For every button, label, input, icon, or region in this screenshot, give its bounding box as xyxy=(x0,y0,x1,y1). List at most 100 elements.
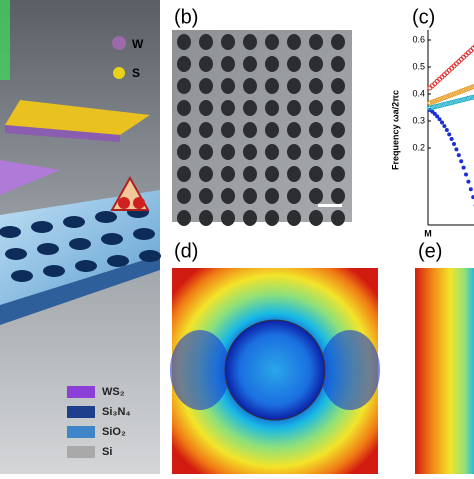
legend-label: SiO₂ xyxy=(102,426,126,438)
hole xyxy=(309,166,323,182)
hole xyxy=(0,226,21,238)
hole xyxy=(101,233,123,245)
y-tick-label: 0.6 xyxy=(412,34,425,44)
hole xyxy=(331,122,345,138)
hole xyxy=(177,188,191,204)
s-atom xyxy=(113,67,125,79)
band-dot xyxy=(457,153,461,157)
hole xyxy=(243,144,257,160)
legend-label: WS₂ xyxy=(102,386,125,398)
hole xyxy=(265,56,279,72)
panel-e: (e) xyxy=(415,240,474,474)
hole xyxy=(199,78,213,94)
hole xyxy=(309,122,323,138)
band-dot xyxy=(459,159,463,163)
hole xyxy=(331,210,345,226)
hole xyxy=(221,144,235,160)
hole xyxy=(199,166,213,182)
hole xyxy=(309,78,323,94)
band-dot xyxy=(462,166,466,170)
band-dot xyxy=(469,187,473,191)
hole xyxy=(265,34,279,50)
hole xyxy=(265,188,279,204)
hole xyxy=(221,56,235,72)
hole xyxy=(177,210,191,226)
band-dot xyxy=(438,117,442,121)
hole xyxy=(177,34,191,50)
hole xyxy=(199,188,213,204)
hole xyxy=(177,78,191,94)
hole xyxy=(177,56,191,72)
hole xyxy=(331,144,345,160)
band-dot xyxy=(445,128,449,132)
hole xyxy=(199,210,213,226)
hole xyxy=(37,243,59,255)
field-map xyxy=(415,268,474,474)
hole xyxy=(31,221,53,233)
hole xyxy=(199,144,213,160)
legend-swatch xyxy=(67,446,95,458)
hole xyxy=(309,56,323,72)
field-lobe xyxy=(320,330,380,410)
panel-label: (e) xyxy=(418,240,442,262)
hole xyxy=(221,188,235,204)
y-tick-label: 0.5 xyxy=(412,61,425,71)
hole xyxy=(331,100,345,116)
hole xyxy=(243,188,257,204)
y-axis-label: Frequency ωa/2πc xyxy=(390,90,400,170)
y-tick-label: 0.2 xyxy=(412,142,425,152)
hole xyxy=(265,210,279,226)
hole xyxy=(177,166,191,182)
x-tick-label: M xyxy=(424,228,432,238)
hole xyxy=(265,144,279,160)
hole xyxy=(309,100,323,116)
field-lobe xyxy=(170,330,230,410)
panel-label: (b) xyxy=(174,6,198,28)
hole xyxy=(199,100,213,116)
band-dot xyxy=(452,142,456,146)
plus-icon xyxy=(118,197,130,209)
legend-label: Si xyxy=(102,446,112,458)
hole xyxy=(221,100,235,116)
hole xyxy=(287,56,301,72)
hole xyxy=(43,265,65,277)
band-dot xyxy=(466,180,470,184)
band-dots xyxy=(428,44,474,207)
hole xyxy=(331,34,345,50)
hole xyxy=(221,210,235,226)
hole xyxy=(177,122,191,138)
hole xyxy=(199,122,213,138)
hole xyxy=(287,34,301,50)
band-dot xyxy=(464,173,468,177)
hole xyxy=(11,270,33,282)
hole xyxy=(243,210,257,226)
legend-label: W xyxy=(132,37,144,51)
hole xyxy=(221,34,235,50)
legend-swatch xyxy=(67,426,95,438)
hole xyxy=(177,144,191,160)
hole xyxy=(139,250,161,262)
hole xyxy=(287,144,301,160)
hole xyxy=(243,56,257,72)
hole xyxy=(287,100,301,116)
panel-label: (d) xyxy=(174,240,198,262)
hole xyxy=(287,210,301,226)
hole xyxy=(221,122,235,138)
legend-label: Si₃N₄ xyxy=(102,406,131,418)
hole xyxy=(243,78,257,94)
hole xyxy=(331,188,345,204)
legend-swatch xyxy=(67,406,95,418)
hole xyxy=(221,78,235,94)
w-atom xyxy=(112,36,126,50)
hole xyxy=(221,166,235,182)
panel-label: (c) xyxy=(412,6,435,28)
hole xyxy=(63,216,85,228)
hole xyxy=(309,144,323,160)
legend-label: S xyxy=(132,66,140,80)
hole xyxy=(243,100,257,116)
hole xyxy=(331,78,345,94)
hole xyxy=(69,238,91,250)
hole xyxy=(309,34,323,50)
hole xyxy=(133,228,155,240)
